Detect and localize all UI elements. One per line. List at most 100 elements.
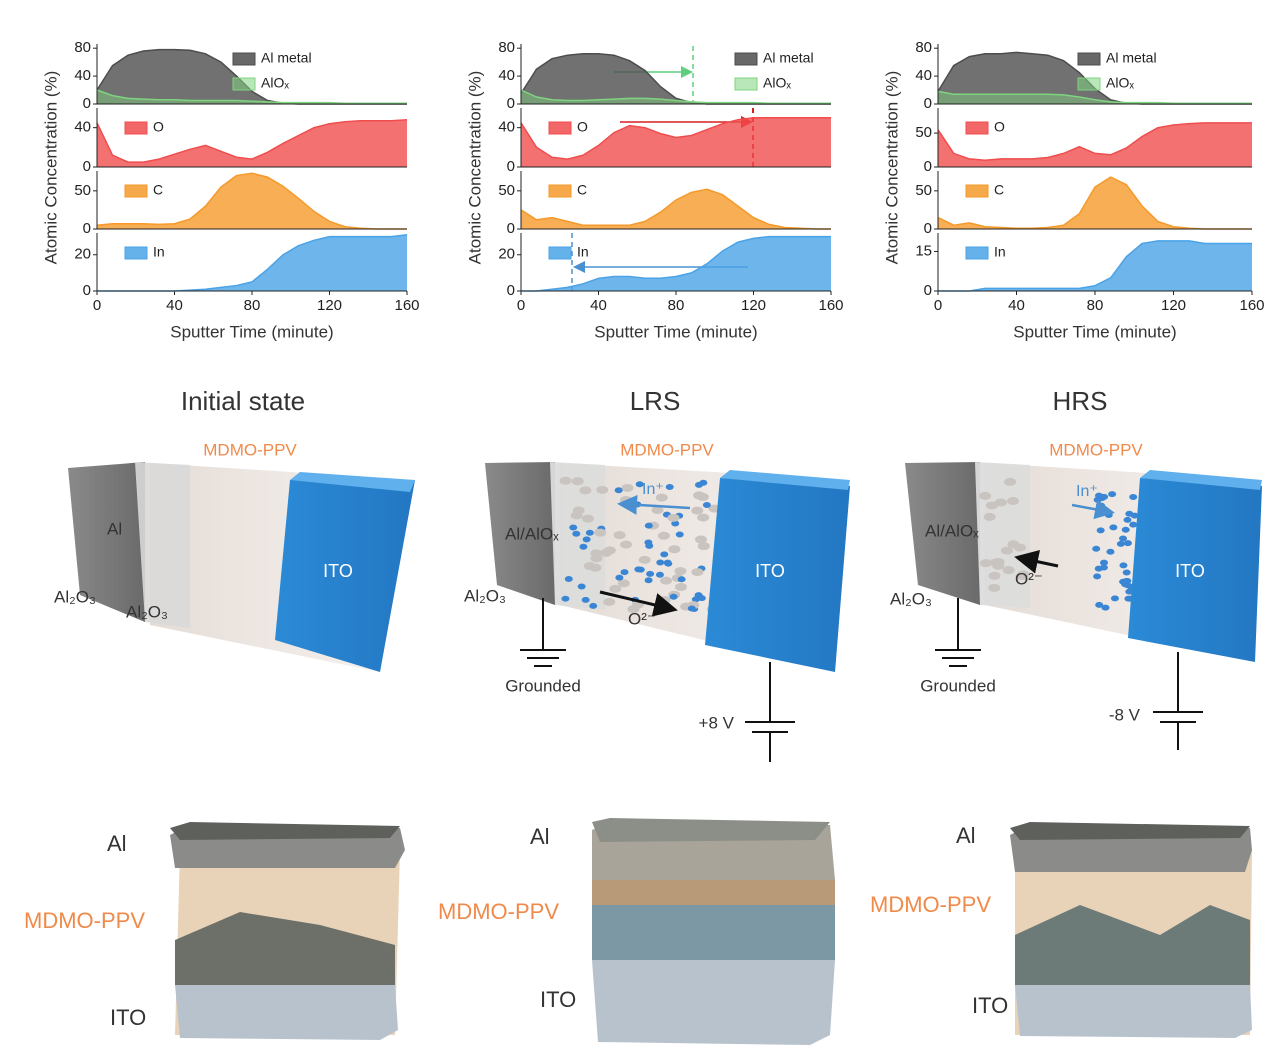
particle bbox=[992, 561, 1005, 570]
legend-label: O bbox=[153, 119, 164, 135]
legend-swatch bbox=[124, 246, 148, 260]
x-axis-label: Sputter Time (minute) bbox=[1013, 322, 1176, 341]
particle bbox=[1110, 595, 1119, 602]
particle bbox=[988, 583, 1001, 592]
area-line bbox=[938, 240, 1252, 292]
area-line bbox=[520, 89, 831, 105]
particle bbox=[1096, 493, 1105, 500]
particle bbox=[1106, 548, 1115, 555]
area-line bbox=[96, 119, 408, 163]
area-fill bbox=[97, 234, 407, 291]
oxide-label: Al₂O₃ bbox=[890, 589, 932, 608]
particle bbox=[603, 546, 616, 555]
particle bbox=[675, 531, 684, 538]
area-line bbox=[937, 90, 1252, 105]
particle bbox=[655, 493, 668, 502]
particle bbox=[677, 576, 686, 583]
legend-swatch bbox=[124, 121, 148, 135]
particle bbox=[668, 545, 681, 554]
legend-swatch bbox=[734, 52, 758, 66]
schematic-title: LRS bbox=[630, 386, 681, 416]
particle bbox=[609, 584, 622, 593]
y-tick-label: 0 bbox=[924, 282, 932, 299]
y-axis-label: Atomic Concentration (%) bbox=[465, 71, 484, 265]
particle bbox=[1125, 588, 1134, 595]
particle bbox=[569, 524, 578, 531]
particle bbox=[1108, 491, 1117, 498]
legend-label: O bbox=[994, 119, 1005, 135]
y-tick-label: 0 bbox=[924, 158, 932, 175]
particle bbox=[1116, 540, 1125, 547]
particle bbox=[687, 605, 696, 612]
particle bbox=[1123, 582, 1132, 589]
particle bbox=[1122, 569, 1131, 576]
legend-swatch bbox=[734, 77, 758, 91]
y-tick-label: 40 bbox=[74, 67, 91, 84]
particle bbox=[691, 568, 704, 577]
legend-swatch bbox=[232, 77, 256, 91]
x-tick-label: 40 bbox=[1008, 297, 1025, 314]
particle bbox=[617, 579, 630, 588]
particle bbox=[674, 582, 687, 591]
x-axis-label: Sputter Time (minute) bbox=[594, 322, 757, 341]
particle bbox=[1006, 497, 1019, 506]
x-tick-label: 0 bbox=[517, 297, 525, 314]
electrode-label: Al/AlOₓ bbox=[925, 521, 979, 540]
legend-swatch bbox=[548, 246, 572, 260]
render-label: Al bbox=[107, 831, 127, 856]
legend-label: AlOₓ bbox=[763, 75, 791, 91]
layer-label: MDMO-PPV bbox=[203, 440, 297, 459]
particle bbox=[590, 554, 603, 563]
particle bbox=[694, 481, 703, 488]
bias-label: -8 V bbox=[1109, 705, 1141, 724]
particle bbox=[660, 551, 669, 558]
ion-label: In⁺ bbox=[642, 481, 664, 498]
schematic-initial: Initial state MDMO-PPV Al ITO Al₂O₃ Al₂O… bbox=[54, 386, 415, 672]
particle bbox=[646, 570, 655, 577]
render-label: Al bbox=[956, 823, 976, 848]
particle bbox=[1094, 565, 1103, 572]
x-tick-label: 120 bbox=[317, 297, 342, 314]
particle bbox=[581, 596, 590, 603]
ground-label: Grounded bbox=[920, 676, 996, 695]
particle bbox=[979, 559, 992, 568]
area-line bbox=[96, 172, 407, 230]
y-tick-label: 0 bbox=[83, 282, 91, 299]
area-fill bbox=[938, 122, 1252, 167]
particle bbox=[979, 491, 992, 500]
particle bbox=[561, 595, 570, 602]
particle bbox=[594, 528, 607, 537]
render-label: ITO bbox=[540, 987, 576, 1012]
y-tick-label: 80 bbox=[498, 39, 515, 56]
y-tick-label: 0 bbox=[507, 158, 515, 175]
particle bbox=[1004, 477, 1017, 486]
particle bbox=[983, 512, 996, 521]
particle bbox=[614, 487, 623, 494]
particle bbox=[1109, 524, 1118, 531]
oxide-label: Al₂O₃ bbox=[464, 586, 506, 605]
particle bbox=[694, 535, 707, 544]
render-label: ITO bbox=[972, 993, 1008, 1018]
render-initial: Al MDMO-PPV ITO bbox=[24, 822, 405, 1040]
area-fill bbox=[521, 117, 831, 167]
area-fill bbox=[521, 236, 831, 291]
particle bbox=[585, 529, 594, 536]
area-fill bbox=[97, 119, 407, 167]
y-tick-label: 15 bbox=[915, 242, 932, 259]
x-tick-label: 40 bbox=[166, 297, 183, 314]
x-tick-label: 120 bbox=[1161, 297, 1186, 314]
legend-label: In bbox=[577, 244, 589, 260]
particle bbox=[658, 596, 671, 605]
legend-swatch bbox=[232, 52, 256, 66]
particle bbox=[697, 513, 710, 522]
electrode-label: Al bbox=[107, 519, 122, 538]
particle bbox=[615, 574, 624, 581]
particle bbox=[1096, 527, 1105, 534]
schematic-title: Initial state bbox=[181, 386, 305, 416]
particle bbox=[667, 513, 680, 522]
legend-label: AlOₓ bbox=[261, 75, 289, 91]
particle bbox=[1093, 573, 1102, 580]
particle bbox=[634, 566, 643, 573]
particle bbox=[644, 522, 653, 529]
